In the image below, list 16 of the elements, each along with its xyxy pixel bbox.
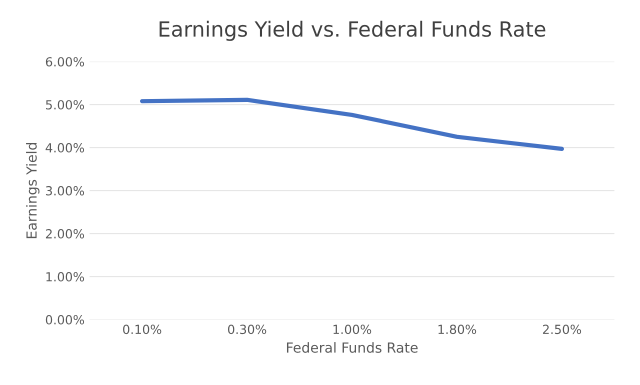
x-tick-label: 1.80% — [438, 324, 476, 334]
x-tick-label: 0.10% — [123, 324, 162, 334]
x-tick-label: 2.50% — [542, 324, 582, 334]
y-tick-label: 2.00% — [46, 229, 84, 238]
y-tick-label: 4.00% — [46, 143, 84, 153]
x-axis-title: Federal Funds Rate — [286, 342, 418, 353]
y-tick-label: 3.00% — [46, 186, 84, 196]
x-tick-label: 1.00% — [334, 324, 372, 334]
y-axis-title: Earnings Yield — [26, 142, 40, 238]
chart-title: Earnings Yield vs. Federal Funds Rate — [160, 20, 546, 41]
y-tick-label: 5.00% — [46, 100, 84, 110]
y-tick-label: 0.00% — [46, 315, 84, 324]
line-series — [140, 98, 564, 151]
y-tick-label: 1.00% — [46, 272, 84, 282]
y-tick-label: 6.00% — [46, 57, 84, 67]
x-tick-label: 0.30% — [228, 324, 266, 334]
